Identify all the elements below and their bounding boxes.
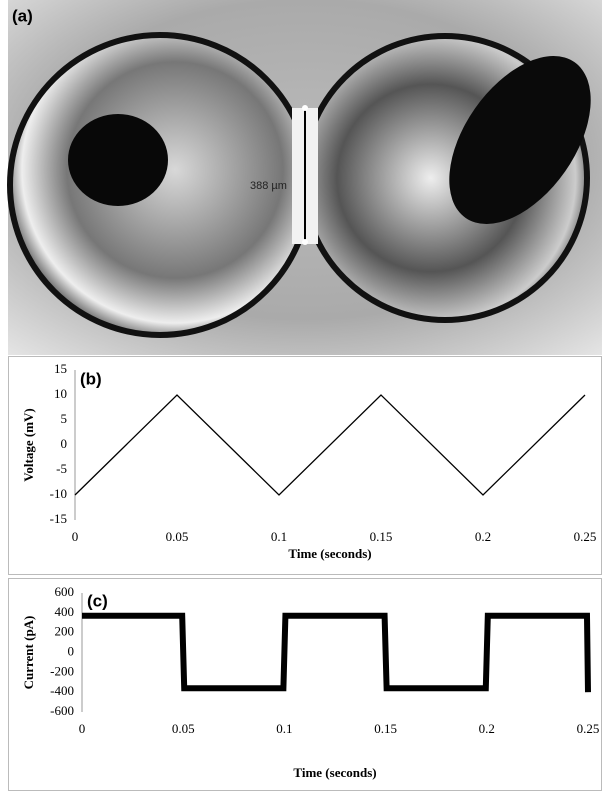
x-tick-label: 0.05 xyxy=(172,721,195,736)
x-tick-label: 0.1 xyxy=(271,529,287,544)
y-tick-label: 200 xyxy=(55,624,75,639)
x-axis-label: Time (seconds) xyxy=(288,546,371,561)
x-tick-label: 0.05 xyxy=(166,529,189,544)
x-axis-label: Time (seconds) xyxy=(293,765,376,780)
y-tick-label: 600 xyxy=(55,584,75,599)
y-tick-label: -600 xyxy=(50,703,74,718)
x-tick-label: 0.15 xyxy=(370,529,393,544)
y-tick-label: -15 xyxy=(50,511,67,526)
panel-label: (a) xyxy=(12,6,33,25)
y-tick-label: 0 xyxy=(68,643,75,658)
data-line xyxy=(74,394,586,496)
y-tick-label: 400 xyxy=(55,604,75,619)
x-tick-label: 0.25 xyxy=(577,721,600,736)
y-tick-label: -10 xyxy=(50,486,67,501)
y-tick-label: -200 xyxy=(50,663,74,678)
y-tick-label: 10 xyxy=(54,386,67,401)
y-axis-label: Voltage (mV) xyxy=(21,408,36,482)
panel-label: (c) xyxy=(87,591,108,610)
y-tick-label: 15 xyxy=(54,361,67,376)
x-tick-label: 0 xyxy=(72,529,79,544)
y-tick-label: 5 xyxy=(61,411,68,426)
y-tick-label: -5 xyxy=(56,461,67,476)
x-tick-label: 0.2 xyxy=(479,721,495,736)
y-tick-label: -400 xyxy=(50,683,74,698)
x-tick-label: 0.25 xyxy=(574,529,597,544)
data-line xyxy=(82,612,591,693)
x-tick-label: 0 xyxy=(79,721,86,736)
y-axis-label: Current (pA) xyxy=(21,616,36,690)
x-tick-label: 0.15 xyxy=(374,721,397,736)
x-tick-label: 0.2 xyxy=(475,529,491,544)
y-tick-label: 0 xyxy=(61,436,68,451)
x-tick-label: 0.1 xyxy=(276,721,292,736)
scale-annotation: 388 µm xyxy=(250,180,287,192)
panel-label: (b) xyxy=(80,369,102,388)
photo: 388 µm (a) xyxy=(7,0,602,355)
